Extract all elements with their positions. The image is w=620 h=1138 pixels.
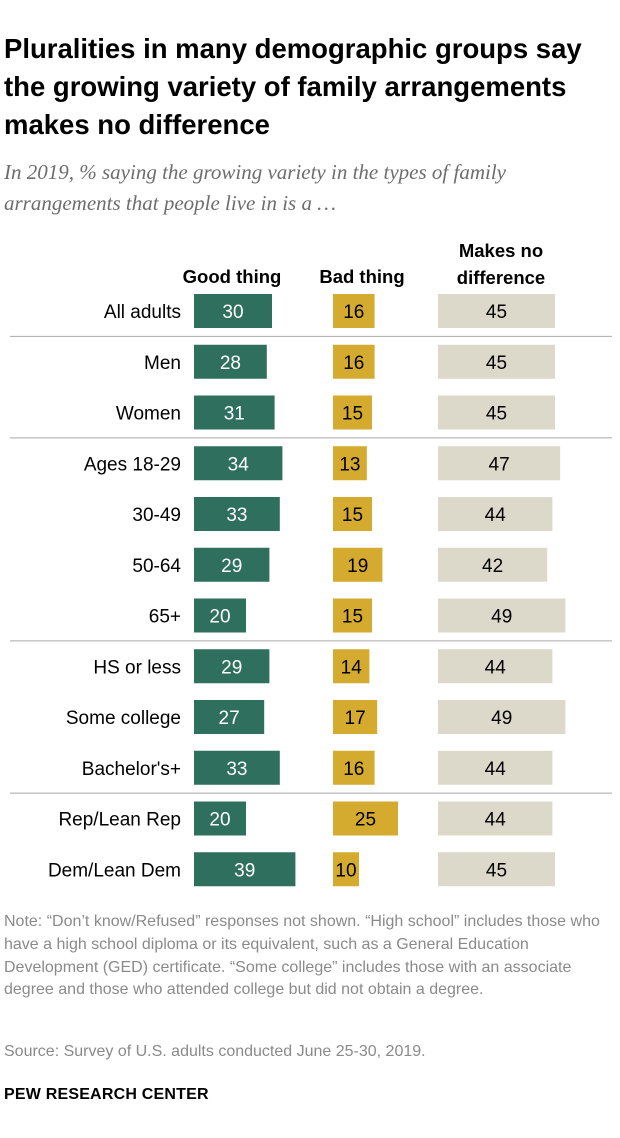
bar-bad (333, 497, 372, 531)
bar-good (194, 801, 246, 836)
column-header-good: Good thing (183, 266, 282, 287)
data-label-bad: 10 (335, 860, 356, 881)
data-label-good: 28 (220, 353, 241, 374)
data-label-nodiff: 44 (485, 759, 507, 780)
category-label: Ages 18-29 (84, 454, 181, 475)
column-header-nodiff-line-1: Makes no (459, 240, 543, 261)
data-label-nodiff: 44 (485, 657, 507, 678)
data-label-nodiff: 45 (486, 404, 507, 425)
bar-chart: Good thing Bad thing Makes no difference All… (10, 240, 612, 887)
data-label-bad: 16 (343, 353, 364, 374)
bar-good (194, 852, 296, 887)
data-label-good: 20 (209, 810, 230, 831)
pew-research-logo: PEW RESEARCH CENTER (4, 1086, 209, 1103)
data-label-good: 33 (226, 759, 247, 780)
bar-good (194, 344, 267, 379)
category-label: Rep/Lean Rep (58, 810, 181, 831)
category-label: Women (116, 404, 181, 425)
bar-bad (333, 750, 375, 785)
data-label-nodiff: 45 (486, 353, 507, 374)
data-label-good: 33 (226, 505, 247, 526)
data-label-bad: 15 (342, 404, 363, 425)
bar-good (194, 649, 270, 684)
data-label-nodiff: 45 (486, 860, 507, 881)
category-label: Men (144, 353, 181, 374)
data-label-bad: 14 (341, 657, 363, 678)
category-label: All adults (104, 302, 181, 323)
bar-bad (333, 395, 372, 430)
bar-nodiff (438, 344, 555, 379)
bar-bad (333, 801, 398, 836)
data-label-nodiff: 44 (485, 810, 507, 831)
chart-subtitle: In 2019, % saying the growing variety in… (4, 160, 506, 215)
data-label-bad: 25 (355, 810, 376, 831)
category-label: 50-64 (132, 556, 181, 577)
bar-bad (333, 700, 378, 734)
column-header-nodiff-line-2: difference (457, 267, 545, 288)
data-label-bad: 15 (342, 607, 363, 628)
bar-bad (333, 852, 359, 887)
bar-bad (333, 344, 375, 379)
data-label-good: 27 (219, 708, 240, 729)
data-label-good: 34 (228, 454, 250, 475)
bar-bad (333, 598, 372, 633)
data-label-bad: 19 (347, 556, 368, 577)
bar-good (194, 598, 246, 633)
data-label-bad: 15 (342, 505, 363, 526)
bar-nodiff (438, 750, 553, 785)
column-header-bad: Bad thing (319, 266, 404, 287)
bar-nodiff (438, 497, 553, 531)
data-label-nodiff: 44 (485, 505, 507, 526)
bar-good (194, 547, 270, 582)
bar-good (194, 700, 265, 734)
category-label: HS or less (93, 657, 181, 678)
bar-nodiff (438, 395, 555, 430)
bar-nodiff (438, 649, 553, 684)
bar-good (194, 750, 280, 785)
chart-title: Pluralities in many demographic groups s… (4, 33, 582, 140)
data-label-nodiff: 49 (491, 607, 512, 628)
data-label-good: 31 (224, 404, 245, 425)
data-label-nodiff: 49 (491, 708, 512, 729)
bar-nodiff (438, 547, 548, 582)
data-label-nodiff: 45 (486, 302, 507, 323)
category-label: Dem/Lean Dem (48, 860, 181, 881)
data-label-good: 29 (221, 556, 242, 577)
data-label-bad: 17 (345, 708, 366, 729)
source-note: Source: Survey of U.S. adults conducted … (4, 1043, 426, 1060)
bar-good (194, 395, 275, 430)
data-label-good: 20 (209, 607, 230, 628)
bar-bad (333, 547, 383, 582)
bar-good (194, 294, 272, 328)
data-label-bad: 13 (339, 454, 360, 475)
category-label: Some college (66, 708, 181, 729)
bar-bad (333, 294, 375, 328)
bar-good (194, 446, 283, 481)
bar-bad (333, 649, 370, 684)
data-label-good: 29 (221, 657, 242, 678)
bar-nodiff (438, 700, 566, 734)
data-label-bad: 16 (343, 759, 364, 780)
data-label-good: 30 (222, 302, 243, 323)
bar-good (194, 497, 280, 531)
category-label: 30-49 (132, 505, 181, 526)
data-label-nodiff: 47 (489, 454, 510, 475)
category-label: 65+ (149, 607, 181, 628)
data-label-bad: 16 (343, 302, 364, 323)
category-label: Bachelor's+ (82, 759, 181, 780)
data-label-nodiff: 42 (482, 556, 503, 577)
bar-nodiff (438, 294, 555, 328)
bar-nodiff (438, 446, 561, 481)
data-label-good: 39 (234, 860, 255, 881)
bar-nodiff (438, 801, 553, 836)
bar-nodiff (438, 852, 555, 887)
bar-nodiff (438, 598, 566, 633)
bar-bad (333, 446, 367, 481)
footnote: Note: “Don’t know/Refused” responses not… (4, 913, 600, 999)
